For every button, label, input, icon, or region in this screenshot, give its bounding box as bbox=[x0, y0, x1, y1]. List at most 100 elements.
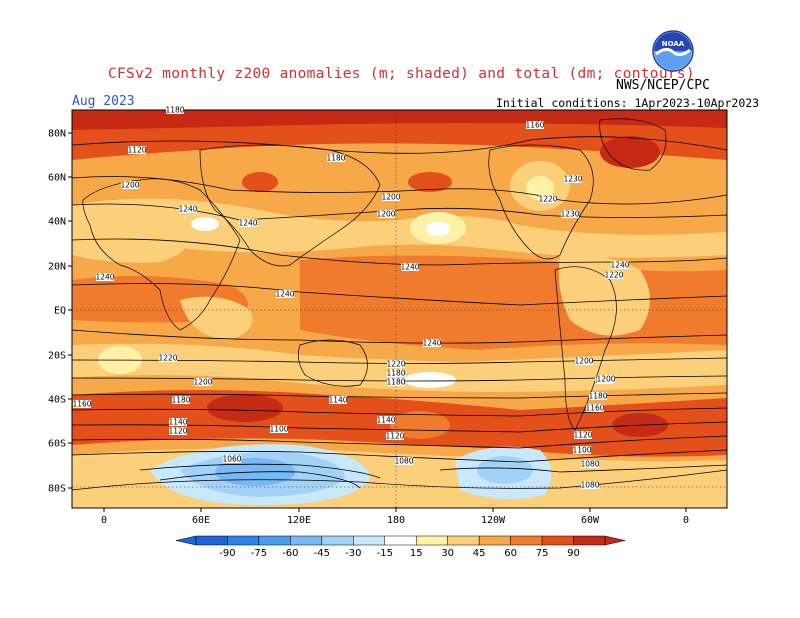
colorbar-label: 75 bbox=[536, 548, 549, 559]
colorbar-segment bbox=[290, 535, 323, 546]
contour-label: 1240 bbox=[238, 219, 257, 228]
contour-1180-n bbox=[72, 136, 727, 154]
contour-label: 1180 bbox=[386, 369, 405, 378]
australia-outline bbox=[298, 339, 368, 387]
colorbar-segment bbox=[510, 535, 543, 546]
shade-sub-north bbox=[72, 198, 727, 258]
contour-label-bg bbox=[128, 146, 146, 154]
lat-tick-label: 80S bbox=[48, 484, 66, 495]
contour-label: 1100 bbox=[269, 425, 288, 434]
valid-month: Aug 2023 bbox=[72, 94, 135, 109]
contour-1200-s bbox=[72, 375, 727, 382]
contour-label-bg bbox=[387, 360, 405, 368]
lat-tick-label: 60S bbox=[48, 439, 66, 450]
contour-label: 1080 bbox=[394, 457, 413, 466]
contour-label: 1220 bbox=[604, 271, 623, 280]
contour-label: 1200 bbox=[193, 378, 212, 387]
contour-label: 1160 bbox=[585, 404, 604, 413]
colorbar-label: 30 bbox=[441, 548, 454, 559]
contour-label-bg bbox=[597, 375, 615, 383]
contour-label-bg bbox=[581, 460, 599, 468]
contour-label-bg bbox=[194, 378, 212, 386]
contour-label: 1180 bbox=[588, 392, 607, 401]
contour-label: 1140 bbox=[168, 418, 187, 427]
contour-label-bg bbox=[586, 404, 604, 412]
lat-tick-label: 80N bbox=[48, 129, 66, 140]
contour-label-bg bbox=[179, 205, 197, 213]
colorbar-label: 45 bbox=[473, 548, 486, 559]
greenland-outline bbox=[599, 118, 667, 171]
contour-1240-eq bbox=[72, 283, 727, 306]
colorbar-label: 90 bbox=[567, 548, 580, 559]
colorbar-segment bbox=[353, 535, 386, 546]
colorbar-segment bbox=[447, 535, 480, 546]
contour-label-bg bbox=[574, 431, 592, 439]
contour-label: 1120 bbox=[127, 146, 146, 155]
contour-label: 1240 bbox=[400, 263, 419, 272]
contour-label-bg bbox=[121, 181, 139, 189]
contour-label: 1240 bbox=[178, 205, 197, 214]
graticule bbox=[72, 110, 727, 508]
shade-indonesia bbox=[180, 296, 253, 340]
lat-tick-label: 20N bbox=[48, 262, 66, 273]
contour-label-bg bbox=[611, 261, 629, 269]
contour-label-bg bbox=[276, 290, 294, 298]
shade-neg-2b bbox=[477, 456, 533, 484]
contour-label: 1100 bbox=[572, 446, 591, 455]
contour-label: 1060 bbox=[222, 455, 241, 464]
contour-label-bg bbox=[172, 396, 190, 404]
contour-label-bg bbox=[387, 369, 405, 377]
lon-tick-label: 0 bbox=[101, 515, 107, 526]
contour-label-bg bbox=[575, 357, 593, 365]
colorbar-segment bbox=[258, 535, 291, 546]
colorbar-segment bbox=[321, 535, 354, 546]
south-america-outline bbox=[554, 266, 617, 431]
agency-label: NWS/NCEP/CPC bbox=[616, 78, 710, 93]
contour-1140-s bbox=[72, 421, 727, 433]
contour-label-bg bbox=[73, 400, 91, 408]
colorbar-label: -75 bbox=[251, 548, 267, 559]
contour-label-bg bbox=[387, 378, 405, 386]
shade-namerica-pale bbox=[526, 176, 554, 200]
colorbar-label: 15 bbox=[410, 548, 423, 559]
shade-spac-white bbox=[404, 372, 456, 388]
lon-tick-label: 120E bbox=[287, 515, 311, 526]
contour-label: 1160 bbox=[525, 121, 544, 130]
contour-label: 1220 bbox=[386, 360, 405, 369]
contour-1080-b bbox=[439, 464, 727, 473]
contour-1060-a bbox=[159, 471, 361, 489]
contour-1240-n bbox=[72, 238, 727, 266]
colorbar-segment bbox=[384, 535, 417, 546]
colorbar-arrow-right bbox=[604, 535, 626, 546]
contour-label-bg bbox=[395, 457, 413, 465]
contour-label-bg bbox=[169, 427, 187, 435]
lon-tick-label: 180 bbox=[387, 515, 405, 526]
contour-label: 1230 bbox=[560, 210, 579, 219]
contour-label-bg bbox=[564, 175, 582, 183]
lat-tick-label: 20S bbox=[48, 351, 66, 362]
contour-label: 1200 bbox=[376, 210, 395, 219]
shade-npac-white bbox=[426, 222, 450, 236]
contour-label: 1180 bbox=[386, 378, 405, 387]
colorbar-segment bbox=[573, 535, 606, 546]
contour-1160-s bbox=[72, 407, 727, 417]
contour-label: 1200 bbox=[596, 375, 615, 384]
shade-south-max-1 bbox=[207, 394, 283, 422]
colorbar-label: 60 bbox=[504, 548, 517, 559]
contour-label: 1180 bbox=[165, 106, 184, 115]
contour-label: 1140 bbox=[328, 396, 347, 405]
contour-label-bg bbox=[377, 210, 395, 218]
initial-conditions: Initial conditions: 1Apr2023-10Apr2023 bbox=[496, 96, 760, 110]
contour-label-bg bbox=[270, 425, 288, 433]
shade-asia-max bbox=[242, 172, 278, 192]
shade-greenland-max bbox=[600, 136, 660, 168]
contour-label-bg bbox=[169, 418, 187, 426]
contour-1120-s bbox=[72, 435, 727, 449]
lon-tick-label: 120W bbox=[481, 515, 506, 526]
north-america-outline bbox=[488, 144, 594, 260]
contour-1180-s bbox=[72, 392, 727, 399]
contour-label: 1230 bbox=[563, 175, 582, 184]
contour-label-bg bbox=[239, 219, 257, 227]
contour-label-bg bbox=[401, 263, 419, 271]
colorbar-label: -45 bbox=[314, 548, 330, 559]
